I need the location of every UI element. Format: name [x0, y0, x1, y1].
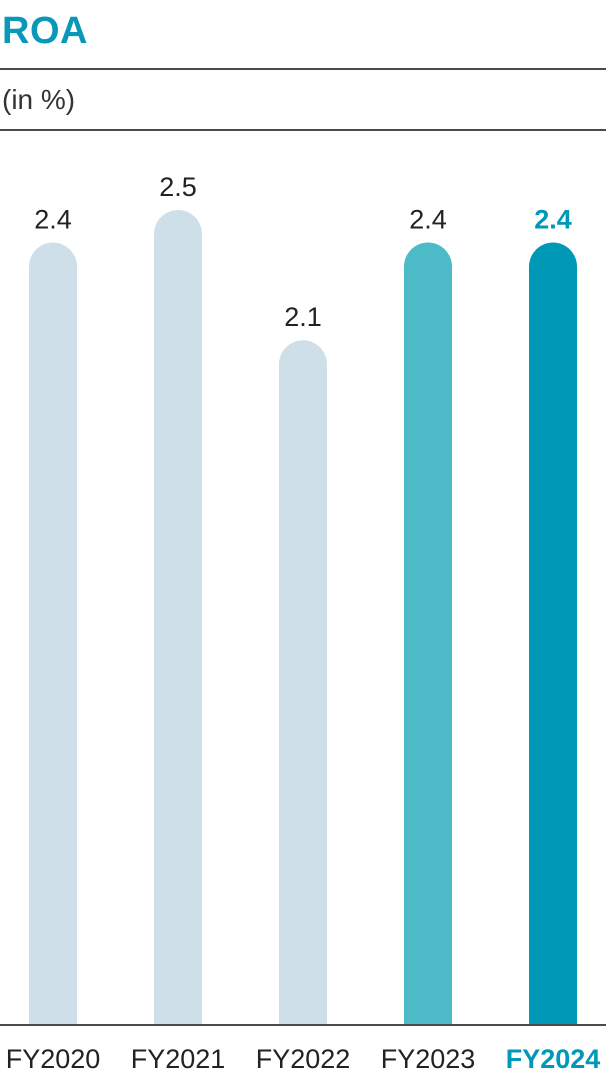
category-label-fy2021: FY2021: [131, 1044, 226, 1074]
bar-fy2021: [154, 210, 202, 1024]
unit-label: (in %): [2, 84, 76, 115]
bar-fy2024: [529, 242, 577, 1024]
category-label-fy2020: FY2020: [6, 1044, 101, 1074]
bar-fy2023: [404, 242, 452, 1024]
title-divider: [0, 68, 606, 70]
bar-fy2022: [279, 340, 327, 1024]
value-label-fy2023: 2.4: [409, 205, 447, 235]
category-label-fy2023: FY2023: [381, 1044, 476, 1074]
chart-title: ROA: [2, 10, 88, 52]
category-label-fy2024: FY2024: [506, 1044, 601, 1074]
value-label-fy2020: 2.4: [34, 205, 72, 235]
value-label-fy2022: 2.1: [284, 302, 322, 332]
category-label-fy2022: FY2022: [256, 1044, 351, 1074]
value-label-fy2021: 2.5: [159, 172, 197, 202]
value-label-fy2024: 2.4: [534, 205, 572, 235]
header-divider: [0, 129, 606, 131]
bar-fy2020: [29, 242, 77, 1024]
